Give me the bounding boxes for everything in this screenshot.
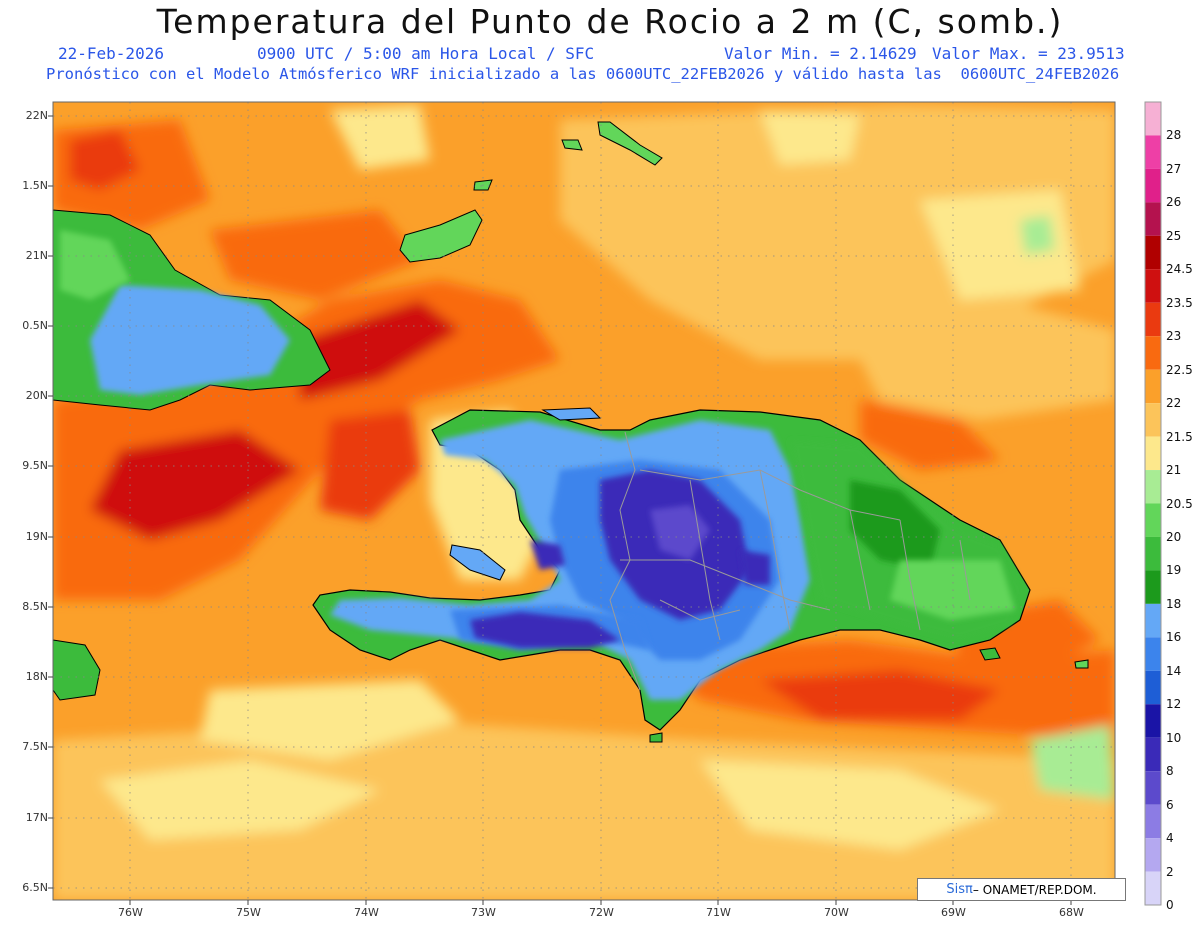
cuba-landmass [53,209,331,411]
colorbar-label: 24.5 [1166,262,1193,277]
lat-label: 19N [25,530,48,543]
colorbar-label: 21 [1166,463,1182,478]
colorbar-label: 6 [1166,797,1174,812]
colorbar-swatch [1145,603,1161,638]
lon-label: 68W [1059,906,1084,919]
colorbar-label: 25 [1166,228,1182,243]
colorbar-swatch [1145,804,1161,839]
map-frame [52,101,1116,901]
lat-label: 22N [25,109,48,122]
lat-label: 1.5N [22,179,48,192]
lat-label: 20N [25,389,48,402]
jamaica-landmass [53,639,101,701]
lat-label: 17N [25,811,48,824]
hispaniola-landmass [312,409,1031,731]
colorbar-label: 19 [1166,563,1182,578]
colorbar [1144,101,1162,906]
lon-label: 75W [236,906,261,919]
max-value: Valor Max. = 23.9513 [932,44,1125,63]
colorbar-label: 16 [1166,630,1182,645]
colorbar-label: 26 [1166,195,1182,210]
colorbar-label: 22.5 [1166,362,1193,377]
colorbar-swatch [1145,670,1161,705]
colorbar-swatch [1145,202,1161,236]
colorbar-label: 12 [1166,697,1182,712]
colorbar-swatch [1145,570,1161,604]
colorbar-label: 27 [1166,161,1182,176]
colorbar-swatch [1145,269,1161,303]
lat-label: 0.5N [22,319,48,332]
colorbar-swatch [1145,302,1161,337]
colorbar-label: 21.5 [1166,429,1193,444]
lon-label: 76W [118,906,143,919]
colorbar-swatch [1145,871,1161,905]
lat-label: 21N [25,249,48,262]
colorbar-swatch [1145,369,1161,404]
colorbar-swatch [1145,737,1161,772]
lon-label: 72W [589,906,614,919]
lon-label: 74W [354,906,379,919]
colorbar-swatch [1145,838,1161,872]
valid-date: 22-Feb-2026 [58,44,164,63]
lat-label: 6.5N [22,881,48,894]
lat-label: 18N [25,670,48,683]
colorbar-swatch [1145,503,1161,537]
model-description: Pronóstico con el Modelo Atmósferico WRF… [46,65,1120,83]
colorbar-swatch [1145,102,1161,136]
colorbar-swatch [1145,704,1161,738]
min-value: Valor Min. = 2.14629 [724,44,917,63]
ocean-field [53,105,1115,900]
colorbar-swatch [1145,637,1161,671]
colorbar-swatch [1145,536,1161,571]
colorbar-label: 23 [1166,329,1182,344]
colorbar-label: 0 [1166,898,1174,912]
colorbar-label: 10 [1166,730,1182,745]
colorbar-label: 20 [1166,529,1182,544]
colorbar-label: 18 [1166,596,1182,611]
colorbar-label: 28 [1166,128,1182,143]
valid-time: 0900 UTC / 5:00 am Hora Local / SFC [257,44,595,63]
credit-box: Sisπ – ONAMET/REP.DOM. [917,878,1126,901]
map-title: Temperatura del Punto de Rocio a 2 m (C,… [156,2,1064,41]
credit-brand: Sisπ [946,882,973,897]
colorbar-swatch [1145,168,1161,203]
colorbar-label: 20.5 [1166,496,1193,511]
lon-label: 69W [941,906,966,919]
lat-label: 9.5N [22,459,48,472]
gonave-island [449,544,506,581]
colorbar-swatch [1145,771,1161,805]
colorbar-label: 23.5 [1166,295,1193,310]
colorbar-swatch [1145,403,1161,437]
colorbar-label: 14 [1166,663,1182,678]
colorbar-swatch [1145,470,1161,504]
lat-label: 7.5N [22,740,48,753]
bahamas-islands [399,121,1089,669]
tortuga-island [541,407,602,421]
colorbar-swatch [1145,235,1161,270]
colorbar-swatch [1145,436,1161,471]
lat-label: 8.5N [22,600,48,613]
colorbar-label: 8 [1166,764,1174,779]
colorbar-label: 22 [1166,396,1182,411]
map-field [53,102,1115,900]
colorbar-swatch [1145,135,1161,169]
lon-label: 70W [824,906,849,919]
lon-label: 71W [706,906,731,919]
credit-text: – ONAMET/REP.DOM. [972,882,1097,897]
lon-label: 73W [471,906,496,919]
colorbar-label: 4 [1166,831,1174,846]
colorbar-label: 2 [1166,864,1174,879]
colorbar-swatch [1145,336,1161,370]
